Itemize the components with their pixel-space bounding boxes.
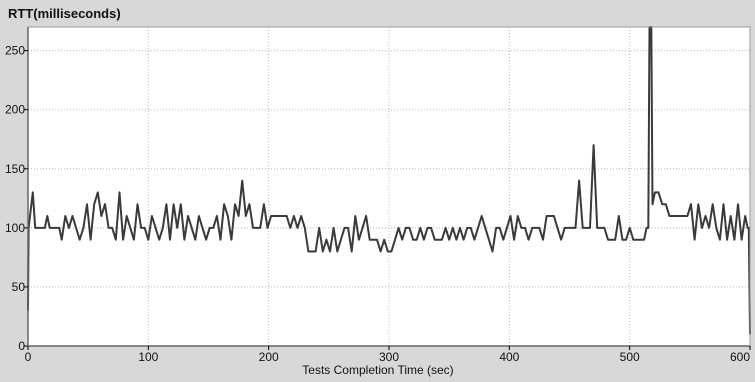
x-tick-label: 500	[620, 350, 640, 364]
series-line-0	[27, 26, 751, 335]
y-axis-title: RTT(milliseconds)	[8, 6, 121, 21]
series-layer	[27, 26, 751, 335]
tick-label-layer: 0 100 200 300 400 500 600 0 50 100 150 200 250	[5, 44, 750, 364]
x-tick-label: 300	[379, 350, 399, 364]
y-tick-label: 250	[5, 44, 25, 58]
axis-layer	[24, 26, 751, 350]
y-tick-label: 100	[5, 221, 25, 235]
x-tick-label: 0	[25, 350, 32, 364]
y-tick-label: 0	[18, 339, 25, 353]
y-tick-label: 200	[5, 103, 25, 117]
x-tick-label: 400	[499, 350, 519, 364]
y-tick-label: 50	[12, 280, 26, 294]
x-axis-title: Tests Completion Time (sec)	[302, 363, 453, 377]
y-tick-label: 150	[5, 162, 25, 176]
x-tick-label: 100	[138, 350, 158, 364]
x-tick-label: 200	[259, 350, 279, 364]
x-tick-label: 600	[730, 350, 750, 364]
grid-layer	[28, 27, 751, 346]
